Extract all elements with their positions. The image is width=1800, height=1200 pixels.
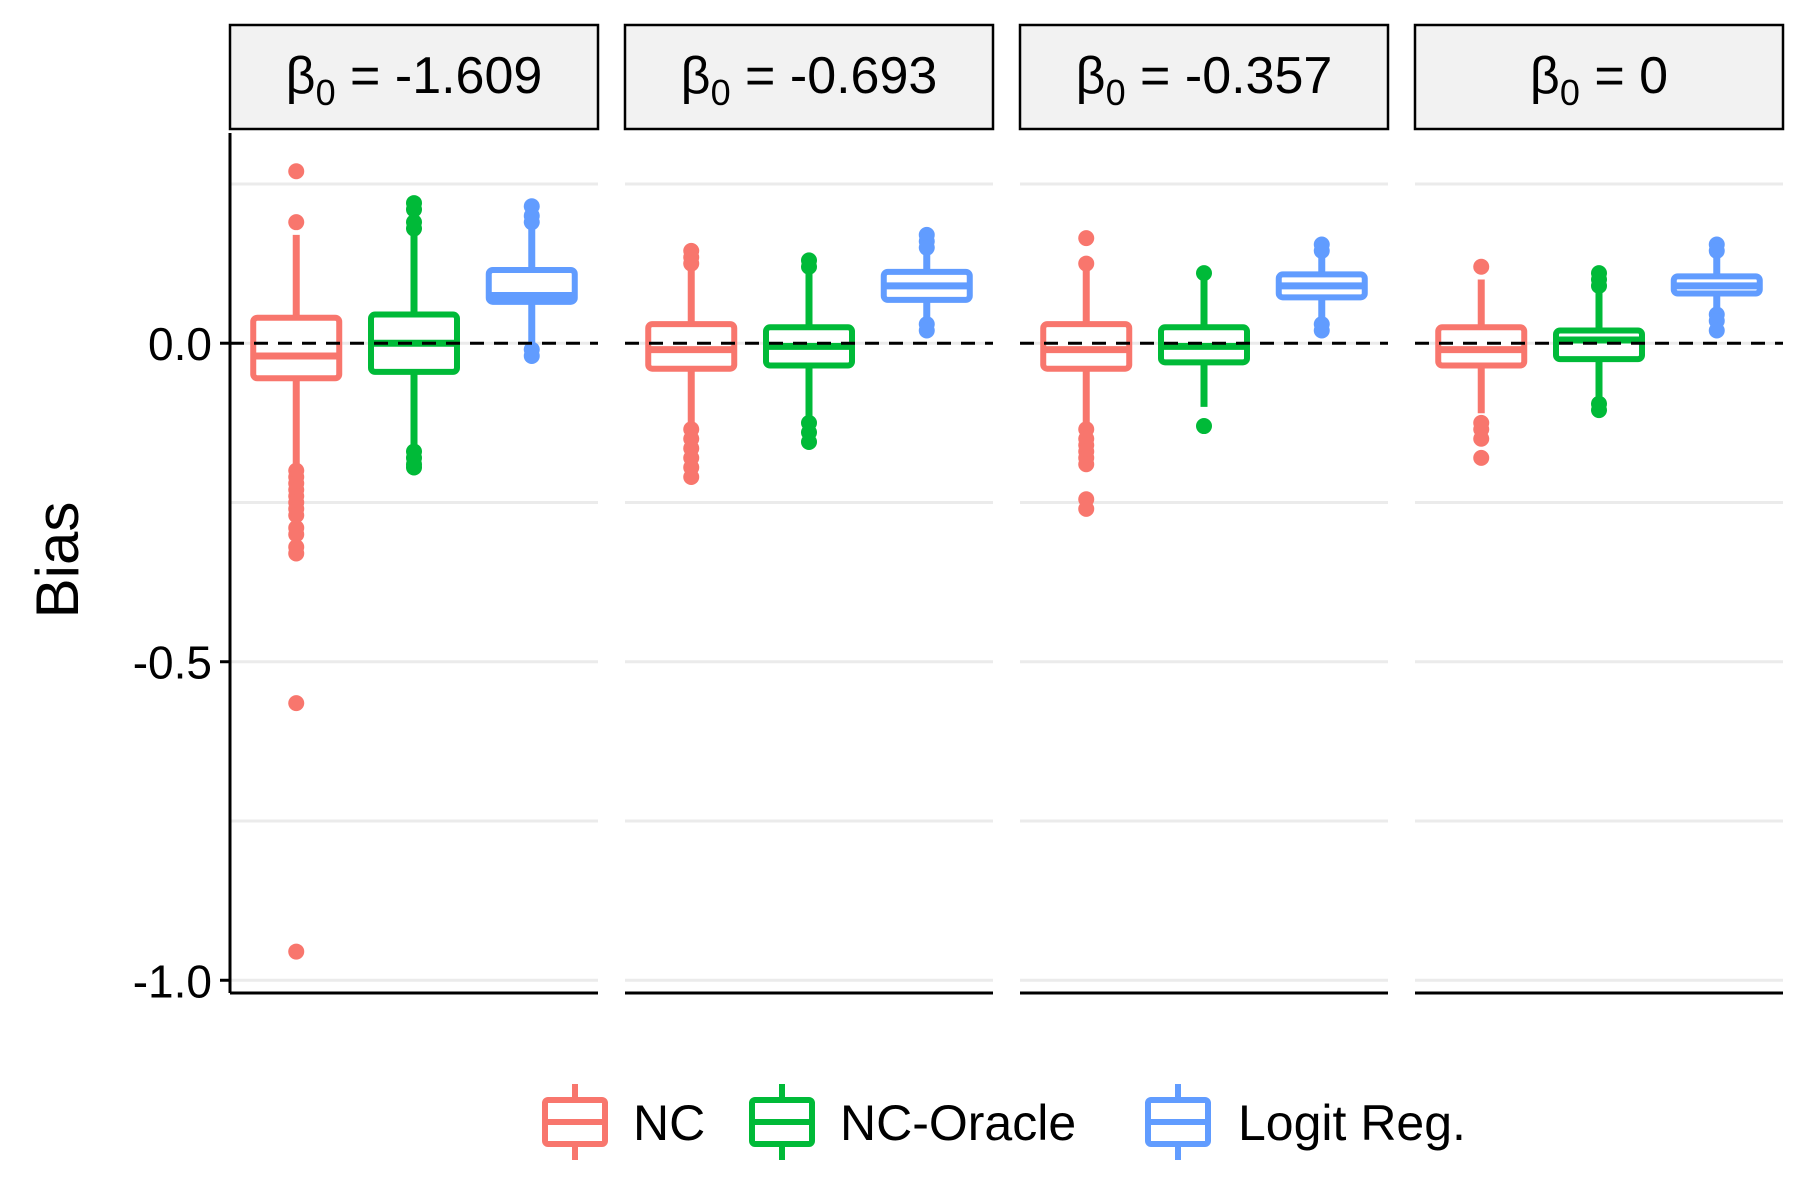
box-logit-reg [1275, 236, 1368, 339]
box-iqr [250, 314, 343, 382]
outlier-point [801, 258, 817, 275]
outlier-point [1708, 322, 1725, 339]
outlier-point [523, 347, 540, 364]
box-nc-oracle [1158, 265, 1250, 435]
facet-panel: β0 = -1.609 [228, 23, 600, 995]
outlier-point [288, 214, 305, 231]
legend-label: Logit Reg. [1238, 1095, 1466, 1151]
outlier-point [1196, 418, 1212, 435]
outlier-point [1473, 430, 1490, 447]
legend-item: NC-Oracle [749, 1084, 1076, 1160]
facet-strip [1018, 23, 1390, 131]
outlier-point [288, 507, 305, 524]
y-tick-label: 0.0 [148, 318, 212, 370]
outlier-point [288, 695, 305, 712]
legend-label: NC-Oracle [840, 1095, 1076, 1151]
facet-strip-label: β0 = -0.357 [1076, 47, 1333, 113]
legend-item: NC [542, 1084, 705, 1160]
box-nc-oracle [1553, 265, 1645, 419]
box-nc [645, 242, 738, 485]
legend-label: NC [633, 1095, 705, 1151]
box-logit-reg [880, 226, 973, 339]
outlier-point [406, 220, 422, 237]
outlier-point [683, 469, 700, 485]
outlier-point [1313, 322, 1330, 339]
outlier-point [288, 526, 305, 543]
y-axis-label: Bias [24, 502, 91, 619]
box-nc-oracle [763, 252, 855, 450]
outlier-point [1078, 500, 1095, 517]
facet-panel: β0 = 0 [1413, 23, 1785, 995]
facet-panel: β0 = -0.357 [1018, 23, 1390, 995]
outlier-point [683, 255, 700, 272]
outlier-point [801, 433, 817, 450]
box-nc-oracle [368, 195, 460, 476]
box-logit-reg [485, 198, 578, 364]
outlier-point [1591, 277, 1607, 294]
outlier-point [288, 545, 305, 562]
facet-strip [228, 23, 600, 131]
outlier-point [1708, 242, 1725, 259]
outlier-point [1473, 258, 1490, 275]
outlier-point [918, 322, 935, 339]
outlier-point [1196, 265, 1212, 282]
outlier-point [523, 214, 540, 231]
box-nc [1435, 258, 1528, 466]
outlier-point [406, 201, 422, 218]
facet-strip-label: β0 = -0.693 [681, 47, 938, 113]
outlier-point [1078, 255, 1095, 272]
y-tick-label: -0.5 [133, 637, 212, 689]
facet-strip-label: β0 = 0 [1530, 47, 1668, 113]
outlier-point [918, 239, 935, 256]
facet-strip [1413, 23, 1785, 131]
box-logit-reg [1670, 236, 1763, 339]
y-tick-label: -1.0 [133, 955, 212, 1007]
box-nc [250, 163, 343, 960]
outlier-point [1313, 242, 1330, 259]
outlier-point [1078, 456, 1095, 473]
box-nc [1040, 230, 1133, 517]
outlier-point [1078, 230, 1095, 247]
y-axis: 0.0 -0.5 -1.0 [133, 133, 232, 1007]
facet-strip [623, 23, 995, 131]
legend-item: Logit Reg. [1145, 1084, 1466, 1160]
outlier-point [406, 459, 422, 476]
facet-strip-label: β0 = -1.609 [286, 47, 543, 113]
outlier-point [288, 943, 305, 960]
box-iqr [1553, 327, 1645, 363]
facet-panel: β0 = -0.693 [623, 23, 995, 995]
outlier-point [1591, 402, 1607, 419]
outlier-point [1473, 449, 1490, 466]
legend: NC NC-Oracle Logit Reg. [542, 1084, 1466, 1160]
panels-layer: β0 = -1.609 β0 = -0.693 β0 = -0.357 β0 = 0 [228, 23, 1785, 995]
outlier-point [288, 163, 305, 180]
